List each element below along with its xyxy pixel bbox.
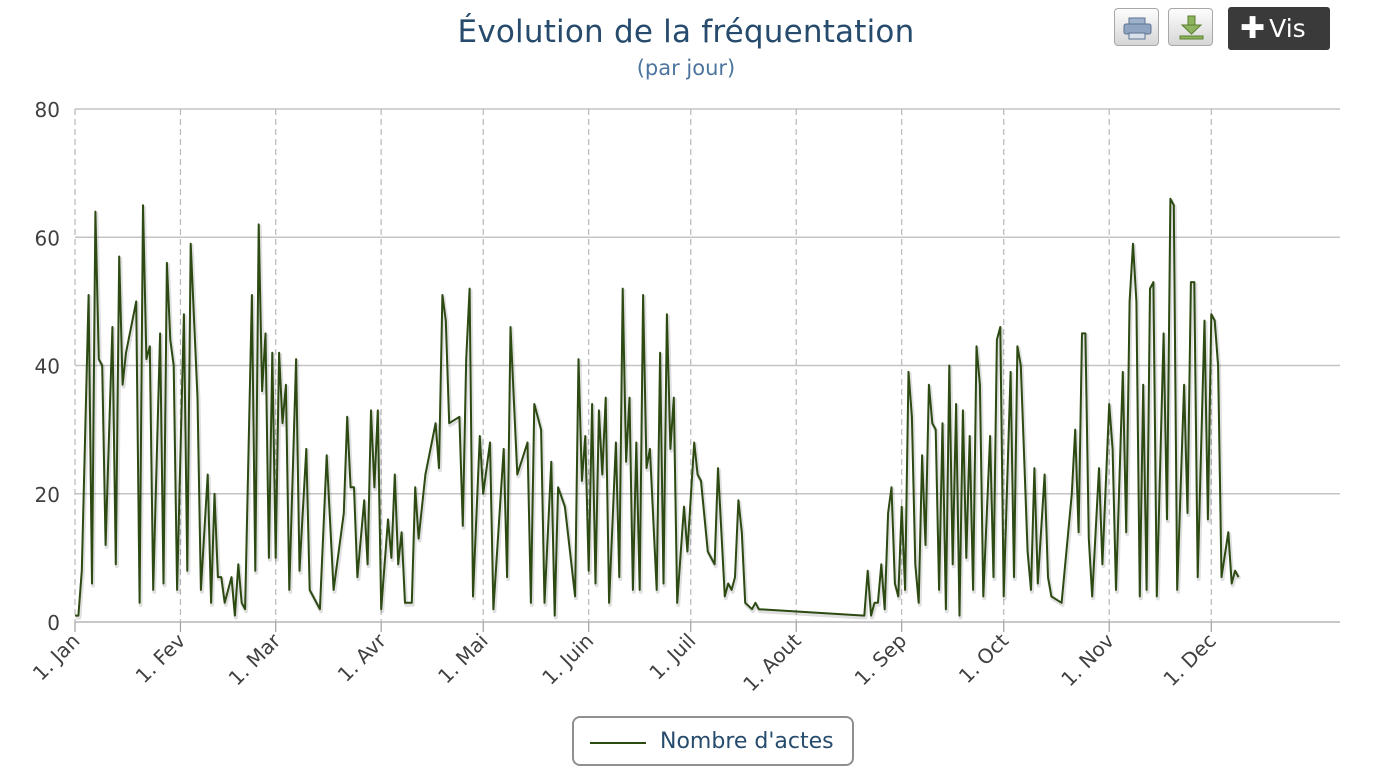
x-tick-label: 1. Aout	[738, 628, 806, 696]
legend-line-swatch	[590, 742, 646, 744]
add-visualization-button[interactable]: ✚ Vis	[1228, 7, 1330, 50]
y-tick-label: 80	[35, 98, 60, 122]
chart-subtitle: (par jour)	[636, 56, 736, 80]
vis-button-label: Vis	[1269, 14, 1306, 43]
series-line	[75, 197, 1240, 617]
x-tick-label: 1. Mai	[433, 629, 493, 689]
chart-title: Évolution de la fréquentation	[457, 14, 915, 50]
print-icon	[1123, 17, 1152, 40]
x-tick-label: 1. Avr	[333, 628, 392, 687]
legend[interactable]: Nombre d'actes	[572, 716, 854, 766]
x-tick-label: 1. Juin	[537, 629, 598, 690]
y-tick-label: 20	[35, 483, 60, 507]
plus-icon: ✚	[1240, 10, 1266, 46]
x-tick-label: 1. Sep	[850, 629, 912, 691]
x-tick-label: 1. Dec	[1158, 629, 1220, 691]
y-tick-label: 60	[35, 226, 60, 250]
x-tick-label: 1. Nov	[1056, 628, 1119, 691]
x-tick-label: 1. Oct	[954, 628, 1014, 688]
y-tick-label: 0	[47, 611, 60, 635]
x-tick-label: 1. Mar	[224, 628, 286, 690]
x-tick-label: 1. Juil	[644, 629, 700, 685]
download-icon	[1179, 15, 1204, 40]
y-tick-label: 40	[35, 355, 60, 379]
x-tick-label: 1. Fev	[131, 628, 191, 688]
x-tick-label: 1. Jan	[28, 629, 85, 686]
download-button[interactable]	[1168, 8, 1213, 46]
print-button[interactable]	[1114, 8, 1159, 46]
legend-series-label: Nombre d'actes	[660, 729, 834, 754]
